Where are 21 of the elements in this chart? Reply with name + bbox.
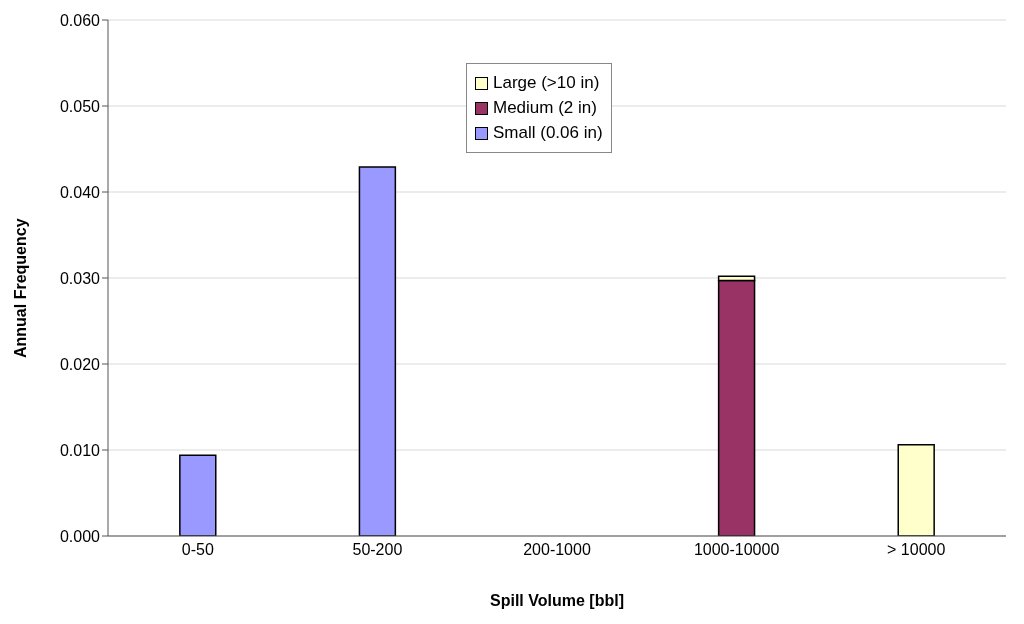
y-tick-label: 0.020 bbox=[59, 355, 101, 373]
bar bbox=[717, 279, 756, 536]
x-tick-label: 0-50 bbox=[181, 541, 214, 559]
y-axis-title: Annual Frequency bbox=[11, 218, 29, 358]
y-tick-label: 0.030 bbox=[59, 269, 101, 287]
y-tick-label: 0.000 bbox=[59, 527, 101, 545]
x-tick-label: > 10000 bbox=[887, 541, 946, 559]
legend-label: Medium (2 in) bbox=[493, 98, 597, 118]
x-tick-label: 50-200 bbox=[352, 541, 403, 559]
y-tick-label: 0.040 bbox=[59, 183, 101, 201]
y-tick-label: 0.060 bbox=[59, 11, 101, 29]
bar bbox=[358, 166, 397, 536]
x-axis-title: Spill Volume [bbl] bbox=[490, 592, 624, 609]
legend-label: Large (>10 in) bbox=[493, 73, 600, 93]
x-tick-label: 200-1000 bbox=[523, 541, 591, 559]
bar bbox=[179, 454, 217, 536]
x-tick-label: 1000-10000 bbox=[693, 541, 780, 559]
y-tick-label: 0.050 bbox=[59, 97, 101, 115]
bar bbox=[897, 444, 935, 536]
legend-label: Small (0.06 in) bbox=[493, 123, 603, 143]
y-tick-label: 0.010 bbox=[59, 441, 101, 459]
